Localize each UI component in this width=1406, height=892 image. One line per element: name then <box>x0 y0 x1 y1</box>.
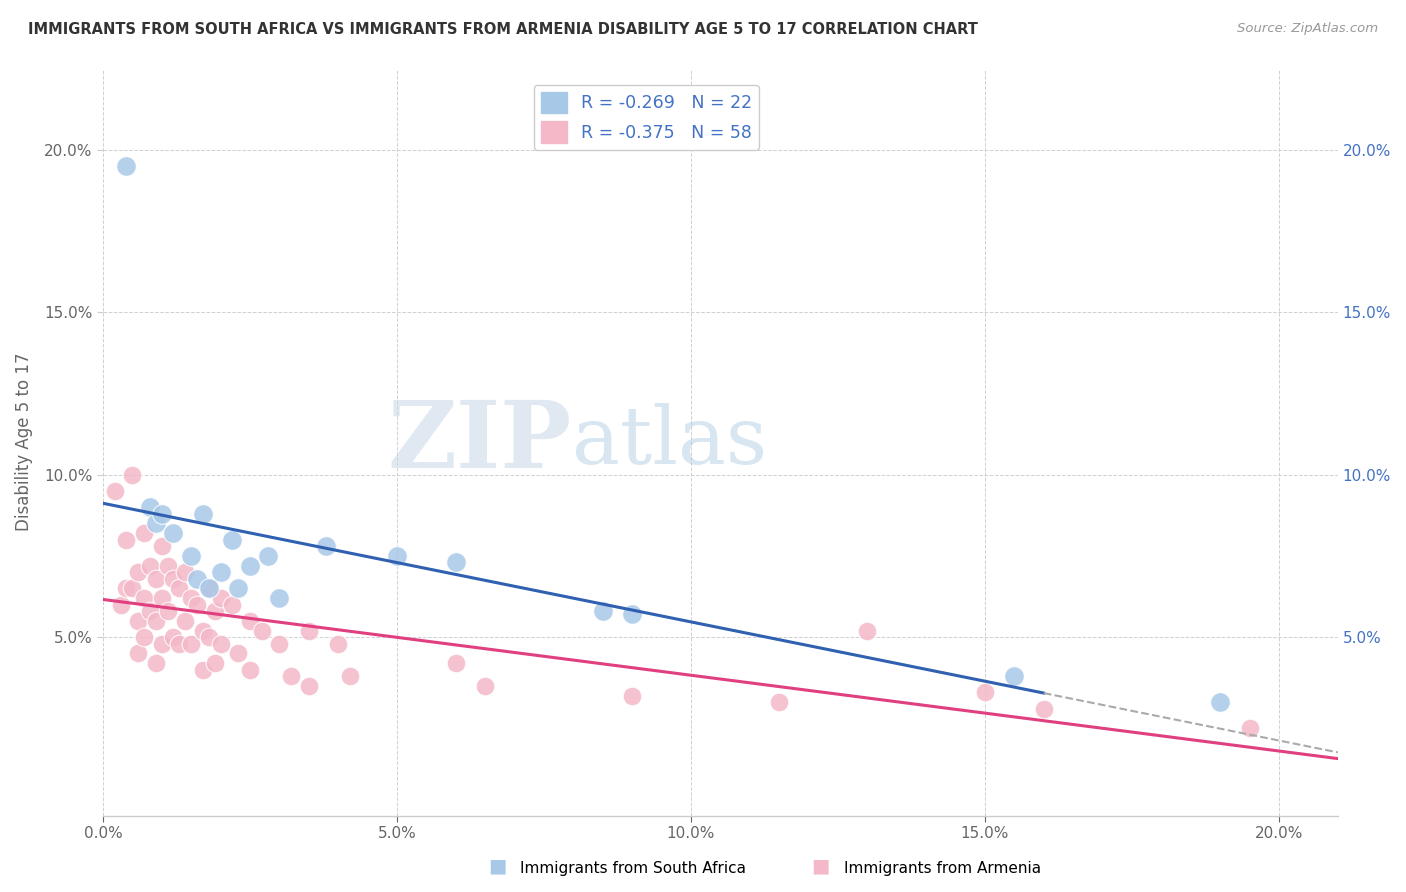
Point <box>127 565 149 579</box>
Point <box>1032 701 1054 715</box>
Point <box>162 526 184 541</box>
Point <box>768 695 790 709</box>
Point <box>191 624 214 638</box>
Point <box>315 539 337 553</box>
Point <box>1239 721 1261 735</box>
Point <box>197 630 219 644</box>
Point <box>239 614 262 628</box>
Point <box>298 624 321 638</box>
Point <box>174 614 197 628</box>
Point <box>174 565 197 579</box>
Point <box>139 500 162 515</box>
Point <box>226 647 249 661</box>
Point <box>592 604 614 618</box>
Point <box>621 607 644 622</box>
Point <box>226 582 249 596</box>
Point <box>1209 695 1232 709</box>
Text: ■: ■ <box>811 857 830 876</box>
Point <box>444 656 467 670</box>
Point <box>280 669 302 683</box>
Point <box>150 539 173 553</box>
Point <box>385 549 408 563</box>
Point <box>209 637 232 651</box>
Point <box>121 582 143 596</box>
Text: Immigrants from Armenia: Immigrants from Armenia <box>844 861 1040 876</box>
Point <box>162 572 184 586</box>
Point <box>221 598 243 612</box>
Text: ZIP: ZIP <box>388 397 572 487</box>
Point <box>145 516 167 531</box>
Point <box>127 647 149 661</box>
Point <box>145 614 167 628</box>
Point <box>127 614 149 628</box>
Point <box>204 656 226 670</box>
Point <box>856 624 879 638</box>
Point <box>974 685 997 699</box>
Legend: R = -0.269   N = 22, R = -0.375   N = 58: R = -0.269 N = 22, R = -0.375 N = 58 <box>534 85 759 150</box>
Point <box>180 637 202 651</box>
Point <box>221 533 243 547</box>
Text: Source: ZipAtlas.com: Source: ZipAtlas.com <box>1237 22 1378 36</box>
Text: ■: ■ <box>488 857 506 876</box>
Point <box>269 591 291 606</box>
Point <box>339 669 361 683</box>
Point <box>104 483 127 498</box>
Point <box>169 637 191 651</box>
Point <box>209 591 232 606</box>
Point <box>197 582 219 596</box>
Text: Immigrants from South Africa: Immigrants from South Africa <box>520 861 747 876</box>
Point <box>191 663 214 677</box>
Point <box>145 572 167 586</box>
Point <box>621 689 644 703</box>
Point <box>150 507 173 521</box>
Point <box>197 582 219 596</box>
Point <box>132 526 155 541</box>
Point <box>145 656 167 670</box>
Point <box>474 679 496 693</box>
Point <box>180 549 202 563</box>
Point <box>162 630 184 644</box>
Point <box>115 582 138 596</box>
Point <box>204 604 226 618</box>
Point <box>180 591 202 606</box>
Point <box>150 591 173 606</box>
Point <box>256 549 278 563</box>
Point <box>115 159 138 173</box>
Point <box>139 604 162 618</box>
Point <box>132 591 155 606</box>
Point <box>121 467 143 482</box>
Point <box>186 598 208 612</box>
Point <box>139 558 162 573</box>
Point <box>298 679 321 693</box>
Point <box>156 604 179 618</box>
Y-axis label: Disability Age 5 to 17: Disability Age 5 to 17 <box>15 353 32 532</box>
Point <box>156 558 179 573</box>
Point <box>444 556 467 570</box>
Point <box>239 663 262 677</box>
Point <box>191 507 214 521</box>
Point <box>1002 669 1025 683</box>
Point <box>150 637 173 651</box>
Point <box>269 637 291 651</box>
Text: IMMIGRANTS FROM SOUTH AFRICA VS IMMIGRANTS FROM ARMENIA DISABILITY AGE 5 TO 17 C: IMMIGRANTS FROM SOUTH AFRICA VS IMMIGRAN… <box>28 22 979 37</box>
Point <box>239 558 262 573</box>
Point <box>250 624 273 638</box>
Point <box>115 533 138 547</box>
Text: atlas: atlas <box>572 403 768 481</box>
Point <box>326 637 349 651</box>
Point <box>209 565 232 579</box>
Point <box>110 598 132 612</box>
Point <box>169 582 191 596</box>
Point <box>132 630 155 644</box>
Point <box>186 572 208 586</box>
